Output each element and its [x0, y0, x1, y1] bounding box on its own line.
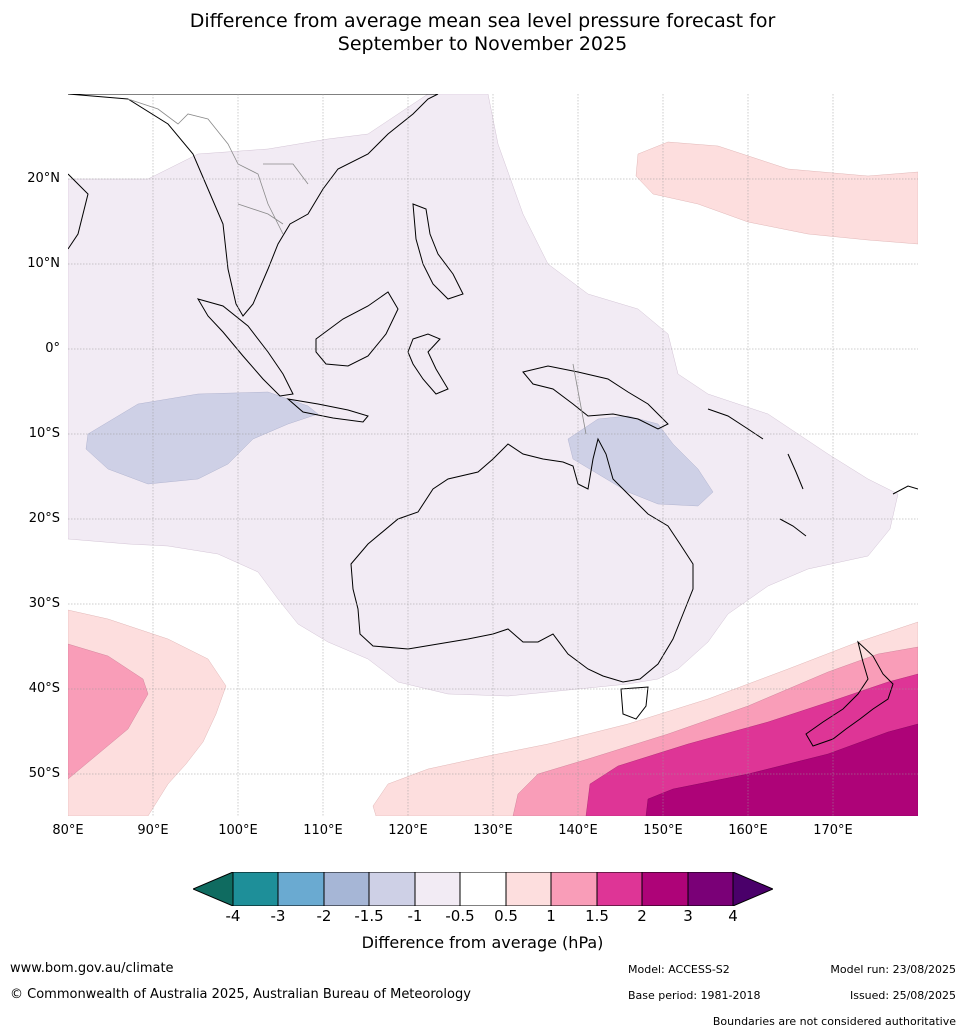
base-period: Base period: 1981-2018 [628, 989, 761, 1002]
cb-tick-7: 1 [546, 907, 556, 925]
region-indian-ocean-negative [85, 391, 319, 485]
cb-tick-9: 2 [637, 907, 647, 925]
cb-swatch-2 [277, 872, 325, 906]
cb-swatch-6 [459, 872, 507, 906]
lon-label-120e: 120°E [388, 823, 428, 838]
cb-swatch-8 [550, 872, 598, 906]
title-line-2: September to November 2025 [337, 33, 628, 55]
region-southeast-positive-max [645, 723, 918, 816]
lon-label-150e: 150°E [643, 823, 683, 838]
cb-swatch-11 [687, 872, 734, 906]
lon-label-110e: 110°E [303, 823, 343, 838]
lon-label-80e: 80°E [52, 823, 84, 838]
lat-label-20n: 20°N [27, 171, 60, 186]
lat-label-50s: 50°S [28, 766, 60, 781]
australia-coastline [350, 437, 694, 683]
region-north-pacific-positive [635, 141, 918, 245]
fiji [892, 485, 918, 495]
map-title: Difference from average mean sea level p… [0, 10, 965, 56]
country-borders [127, 98, 587, 435]
title-line-1: Difference from average mean sea level p… [189, 10, 776, 32]
issued-date: Issued: 25/08/2025 [849, 989, 956, 1002]
cb-tick-10: 3 [683, 907, 693, 925]
sulawesi-coastline [407, 333, 449, 395]
new-caledonia [779, 518, 807, 537]
philippines-coastline [412, 203, 464, 300]
cb-tick-5: -0.5 [445, 907, 475, 925]
region-coral-sea-negative [567, 415, 714, 507]
cb-tick-2: -2 [316, 907, 332, 925]
cb-swatch-9 [596, 872, 643, 906]
cb-swatch-5 [414, 872, 461, 906]
lat-label-10n: 10°N [27, 256, 60, 271]
lon-label-170e: 170°E [813, 823, 853, 838]
lon-label-160e: 160°E [728, 823, 768, 838]
borneo-coastline [315, 291, 399, 367]
java-coastline [286, 398, 369, 423]
lon-label-100e: 100°E [218, 823, 258, 838]
tasmania-coastline [620, 686, 649, 720]
cb-tick-1: -3 [270, 907, 286, 925]
lon-label-130e: 130°E [473, 823, 513, 838]
region-tropics-weak-negative [68, 94, 899, 697]
lat-label-0: 0° [45, 341, 60, 356]
graticule [68, 94, 918, 816]
colorbar [193, 872, 773, 906]
copyright-notice: © Commonwealth of Australia 2025, Austra… [10, 987, 471, 1002]
cb-swatch-10 [641, 872, 689, 906]
lat-label-30s: 30°S [28, 596, 60, 611]
new-guinea-coastline [522, 365, 669, 430]
cb-tick-11: 4 [728, 907, 738, 925]
lat-label-20s: 20°S [28, 511, 60, 526]
lat-label-40s: 40°S [28, 681, 60, 696]
boundaries-disclaimer: Boundaries are not considered authoritat… [712, 1015, 956, 1028]
cb-swatch-3 [323, 872, 370, 906]
cb-swatch-0 [193, 872, 234, 906]
website-link[interactable]: www.bom.gov.au/climate [10, 961, 174, 976]
cb-swatch-12 [732, 872, 773, 906]
model-name: Model: ACCESS-S2 [628, 963, 730, 976]
lat-label-10s: 10°S [28, 426, 60, 441]
lon-label-90e: 90°E [137, 823, 169, 838]
pressure-anomaly-map [68, 94, 918, 816]
cb-tick-0: -4 [225, 907, 241, 925]
cb-tick-3: -1.5 [354, 907, 384, 925]
colorbar-label: Difference from average (hPa) [361, 933, 604, 952]
region-west-positive-mid [68, 643, 149, 780]
cb-swatch-1 [232, 872, 279, 906]
lon-label-140e: 140°E [558, 823, 598, 838]
cb-swatch-4 [368, 872, 416, 906]
vanuatu [787, 453, 804, 490]
asia-mainland-coastline [68, 94, 439, 317]
india-coastline [68, 173, 89, 250]
cb-swatch-7 [505, 872, 552, 906]
cb-tick-6: 0.5 [494, 907, 518, 925]
model-run-date: Model run: 23/08/2025 [830, 963, 956, 976]
cb-tick-8: 1.5 [585, 907, 609, 925]
sumatra-coastline [196, 298, 294, 397]
cb-tick-4: -1 [407, 907, 423, 925]
